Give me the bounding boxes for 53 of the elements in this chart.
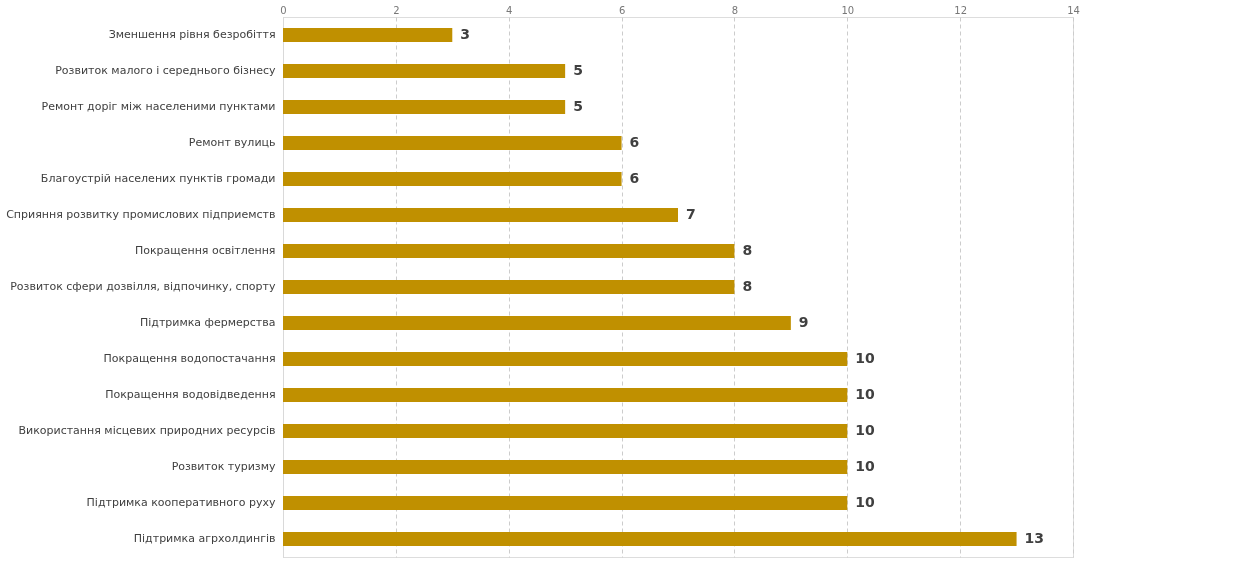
y-tick-label: Використання місцевих природних ресурсів xyxy=(18,424,276,437)
data-label: 10 xyxy=(855,350,876,366)
bar xyxy=(283,316,791,330)
data-label: 8 xyxy=(742,278,753,294)
x-tick-label: 2 xyxy=(393,4,400,16)
data-label: 6 xyxy=(629,134,640,150)
data-label: 10 xyxy=(855,386,876,402)
data-label: 13 xyxy=(1024,530,1045,546)
y-tick-label: Благоустрій населених пунктів громади xyxy=(40,172,276,185)
data-label: 6 xyxy=(629,170,640,186)
bar xyxy=(283,352,848,366)
bar xyxy=(283,388,848,402)
x-tick-label: 12 xyxy=(954,4,968,16)
x-tick-label: 4 xyxy=(506,4,513,16)
bar xyxy=(283,172,622,186)
x-tick-label: 8 xyxy=(731,4,739,16)
bar xyxy=(283,208,678,222)
bar xyxy=(283,496,848,510)
bar xyxy=(283,280,735,294)
data-label: 10 xyxy=(855,494,876,510)
y-tick-label: Покращення освітлення xyxy=(134,244,276,257)
y-tick-label: Ремонт доріг між населеними пунктами xyxy=(41,100,276,113)
data-label: 5 xyxy=(573,98,583,114)
data-label: 9 xyxy=(798,314,809,330)
y-tick-label: Підтримка агрхолдингів xyxy=(133,532,276,545)
x-tick-label: 0 xyxy=(280,4,287,16)
y-tick-label: Підтримка фермерства xyxy=(139,316,276,329)
y-tick-label: Сприяння розвитку промислових підприемств xyxy=(6,208,276,221)
y-tick-label: Ремонт вулиць xyxy=(188,136,276,149)
y-tick-label: Розвиток туризму xyxy=(171,460,276,473)
y-tick-label: Покращення водопостачання xyxy=(103,352,276,365)
bar xyxy=(283,460,848,474)
data-label: 10 xyxy=(855,422,876,438)
bar xyxy=(283,64,566,78)
bar xyxy=(283,136,622,150)
x-tick-label: 10 xyxy=(841,4,855,16)
x-tick-label: 6 xyxy=(618,4,626,16)
y-tick-label: Покращення водовідведення xyxy=(105,388,276,401)
data-label: 7 xyxy=(686,206,696,222)
bar xyxy=(283,532,1017,546)
x-tick-label: 14 xyxy=(1067,4,1080,16)
data-label: 3 xyxy=(460,26,471,42)
y-tick-label: Розвиток малого і середнього бізнесу xyxy=(55,64,276,77)
bar xyxy=(283,100,566,114)
bar xyxy=(283,244,735,258)
bar xyxy=(283,28,453,42)
bar xyxy=(283,424,848,438)
data-label: 10 xyxy=(855,458,876,474)
y-tick-label: Зменшення рівня безробіття xyxy=(108,28,276,41)
y-tick-label: Розвиток сфери дозвілля, відпочинку, спорту xyxy=(10,280,276,293)
y-tick-label: Підтримка кооперативного руху xyxy=(86,496,276,509)
data-label: 8 xyxy=(742,242,753,258)
data-label: 5 xyxy=(573,62,583,78)
